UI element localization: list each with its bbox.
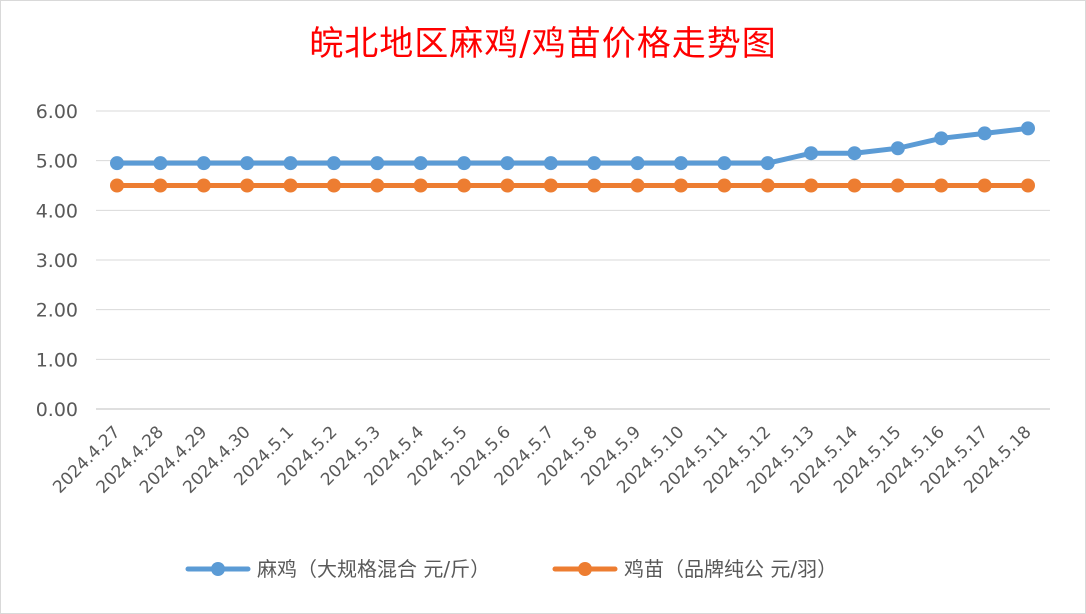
y-tick-label: 4.00 bbox=[36, 200, 78, 222]
data-point bbox=[630, 178, 645, 193]
data-point bbox=[370, 178, 385, 193]
data-point bbox=[543, 156, 558, 171]
data-point bbox=[1021, 178, 1035, 193]
data-point bbox=[804, 146, 819, 161]
data-point bbox=[587, 178, 602, 193]
data-point bbox=[153, 156, 168, 171]
y-tick-label: 3.00 bbox=[36, 250, 78, 272]
data-point bbox=[717, 178, 732, 193]
data-point bbox=[717, 156, 732, 171]
data-point bbox=[500, 156, 515, 171]
data-point bbox=[1021, 121, 1035, 136]
data-point bbox=[240, 156, 255, 171]
data-point bbox=[326, 178, 341, 193]
data-point bbox=[673, 178, 688, 193]
legend-marker bbox=[211, 562, 225, 576]
data-point bbox=[370, 156, 385, 171]
data-point bbox=[283, 178, 298, 193]
data-point bbox=[630, 156, 645, 171]
data-point bbox=[500, 178, 515, 193]
data-point bbox=[413, 156, 428, 171]
data-point bbox=[457, 156, 472, 171]
data-point bbox=[847, 146, 862, 161]
data-point bbox=[977, 178, 992, 193]
legend-label: 麻鸡（大规格混合 元/斤） bbox=[257, 557, 490, 581]
data-point bbox=[890, 141, 905, 156]
data-point bbox=[413, 178, 428, 193]
data-point bbox=[977, 126, 992, 141]
data-point bbox=[890, 178, 905, 193]
legend-label: 鸡苗（品牌纯公 元/羽） bbox=[624, 557, 837, 581]
legend-marker bbox=[578, 562, 592, 576]
data-point bbox=[110, 178, 124, 193]
data-point bbox=[110, 156, 124, 171]
data-point bbox=[934, 178, 949, 193]
series-line bbox=[114, 125, 1031, 166]
data-point bbox=[457, 178, 472, 193]
data-point bbox=[543, 178, 558, 193]
data-point bbox=[153, 178, 168, 193]
y-tick-label: 2.00 bbox=[36, 300, 78, 322]
data-point bbox=[804, 178, 819, 193]
data-point bbox=[760, 156, 775, 171]
y-tick-label: 6.00 bbox=[36, 101, 78, 123]
y-tick-label: 1.00 bbox=[36, 349, 78, 371]
data-point bbox=[326, 156, 341, 171]
data-point bbox=[847, 178, 862, 193]
y-tick-label: 5.00 bbox=[36, 151, 78, 173]
data-point bbox=[760, 178, 775, 193]
y-tick-label: 0.00 bbox=[36, 399, 78, 421]
data-point bbox=[934, 131, 949, 146]
data-point bbox=[283, 156, 298, 171]
chart-title: 皖北地区麻鸡/鸡苗价格走势图 bbox=[309, 24, 777, 64]
data-point bbox=[196, 156, 211, 171]
data-point bbox=[240, 178, 255, 193]
data-point bbox=[587, 156, 602, 171]
data-point bbox=[196, 178, 211, 193]
data-point bbox=[673, 156, 688, 171]
